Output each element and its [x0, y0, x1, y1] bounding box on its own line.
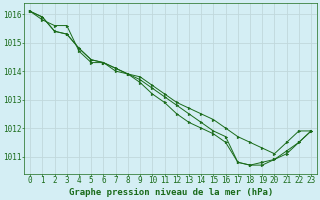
- X-axis label: Graphe pression niveau de la mer (hPa): Graphe pression niveau de la mer (hPa): [68, 188, 273, 197]
